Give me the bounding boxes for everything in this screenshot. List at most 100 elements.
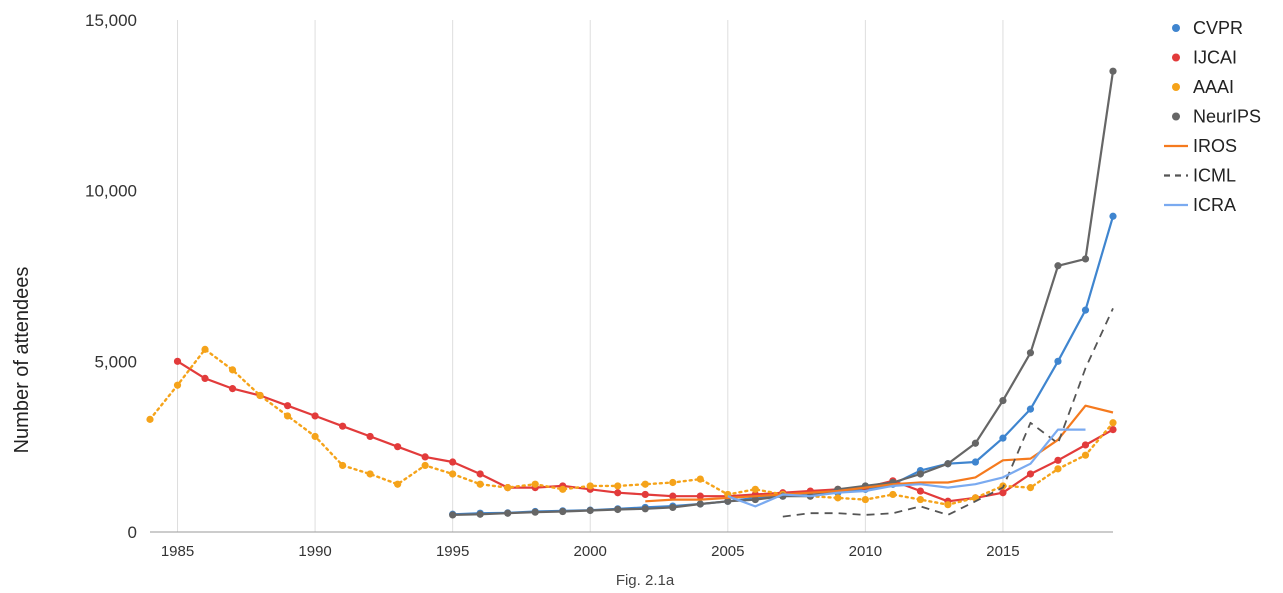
legend-item-neurips: NeurIPS [1172,107,1261,127]
series-neurips [449,67,1117,519]
legend-item-ijcai: IJCAI [1172,48,1237,68]
legend-label-cvpr: CVPR [1193,18,1243,38]
data-point-ijcai [1054,456,1062,464]
data-point-neurips [971,439,980,447]
data-point-aaai [476,480,484,488]
data-point-neurips [1109,67,1117,75]
series-line-ijcai [176,360,1114,503]
series-line-cvpr [452,215,1115,516]
legend-item-cvpr: CVPR [1172,18,1243,38]
x-tick-label: 1985 [161,543,194,560]
data-point-aaai [559,485,567,493]
data-point-ijcai [614,489,622,497]
series-line-aaai [148,348,1115,506]
data-point-aaai [889,490,897,499]
data-point-aaai [1026,484,1035,492]
data-point-cvpr [1081,306,1090,314]
legend-label-ijcai: IJCAI [1193,48,1237,68]
data-point-neurips [999,396,1007,405]
data-point-aaai [669,478,677,487]
data-point-cvpr [1054,357,1062,365]
legend-label-iros: IROS [1193,136,1237,156]
y-tick-label: 0 [128,523,137,542]
data-point-ijcai [916,487,925,495]
data-point-neurips [586,506,594,515]
x-tick-label: 2015 [986,543,1019,560]
x-tick-label: 2000 [574,543,607,560]
data-point-neurips [669,503,677,512]
data-point-aaai [834,494,842,502]
data-point-aaai [339,461,347,470]
data-point-aaai [1054,465,1062,473]
data-point-aaai [146,415,154,423]
data-point-aaai [449,470,457,478]
data-point-cvpr [971,458,980,466]
data-point-aaai [283,412,292,420]
data-point-neurips [476,510,484,518]
data-point-aaai [256,391,264,400]
data-point-aaai [944,501,952,509]
y-axis-label: Number of attendees [11,267,33,454]
legend-label-neurips: NeurIPS [1193,107,1261,127]
y-tick-label: 10,000 [85,182,137,201]
legend-label-icml: ICML [1193,166,1236,186]
legend-item-iros: IROS [1164,136,1237,156]
legend-item-icra: ICRA [1164,195,1236,215]
data-point-aaai [366,470,374,478]
data-point-neurips [1054,262,1062,270]
series-line-icra [727,428,1086,508]
series-iros [645,404,1114,503]
x-tick-label: 2010 [849,543,882,560]
data-point-ijcai [283,402,292,410]
x-axis-ticks: 1985 1990 1995 2000 2005 2010 2015 [161,543,1020,560]
data-point-ijcai [173,357,182,365]
data-point-neurips [944,460,952,468]
data-point-ijcai [641,490,649,499]
legend-marker-ijcai [1172,53,1180,62]
legend-marker-neurips [1172,112,1180,121]
data-point-neurips [531,508,539,516]
data-point-neurips [696,500,704,508]
data-point-neurips [641,505,649,513]
data-point-neurips [559,507,567,516]
y-tick-label: 15,000 [85,11,137,30]
series-group [146,67,1117,519]
series-line-neurips [452,71,1115,516]
data-point-aaai [311,432,319,441]
data-point-aaai [641,480,649,488]
data-point-aaai [916,495,925,504]
data-point-ijcai [1109,426,1117,434]
series-line-icml [782,308,1114,518]
x-tick-label: 1990 [298,543,331,560]
data-point-neurips [449,511,457,519]
data-point-cvpr [999,434,1007,442]
x-tick-label: 1995 [436,543,469,560]
data-point-aaai [531,480,539,488]
legend-label-icra: ICRA [1193,195,1236,215]
data-point-cvpr [1109,212,1117,220]
data-point-ijcai [449,458,457,466]
data-point-aaai [586,482,594,490]
legend-item-aaai: AAAI [1172,77,1234,97]
data-point-aaai [861,495,869,504]
data-point-aaai [751,485,759,493]
grid-lines [177,20,1004,532]
x-tick-label: 2005 [711,543,744,560]
series-icml [782,308,1114,518]
data-point-ijcai [228,385,237,393]
data-point-ijcai [201,374,209,382]
data-point-aaai [201,345,209,353]
data-point-neurips [1026,349,1035,357]
data-point-neurips [751,495,759,504]
data-point-ijcai [999,489,1007,497]
legend-item-icml: ICML [1164,166,1236,186]
data-point-ijcai [1081,441,1090,449]
data-point-neurips [724,497,732,505]
legend-marker-aaai [1172,83,1180,91]
data-point-aaai [1109,419,1117,427]
data-point-aaai [614,482,622,490]
legend-marker-cvpr [1172,24,1180,32]
data-point-neurips [614,505,622,514]
y-tick-label: 5,000 [94,352,137,371]
